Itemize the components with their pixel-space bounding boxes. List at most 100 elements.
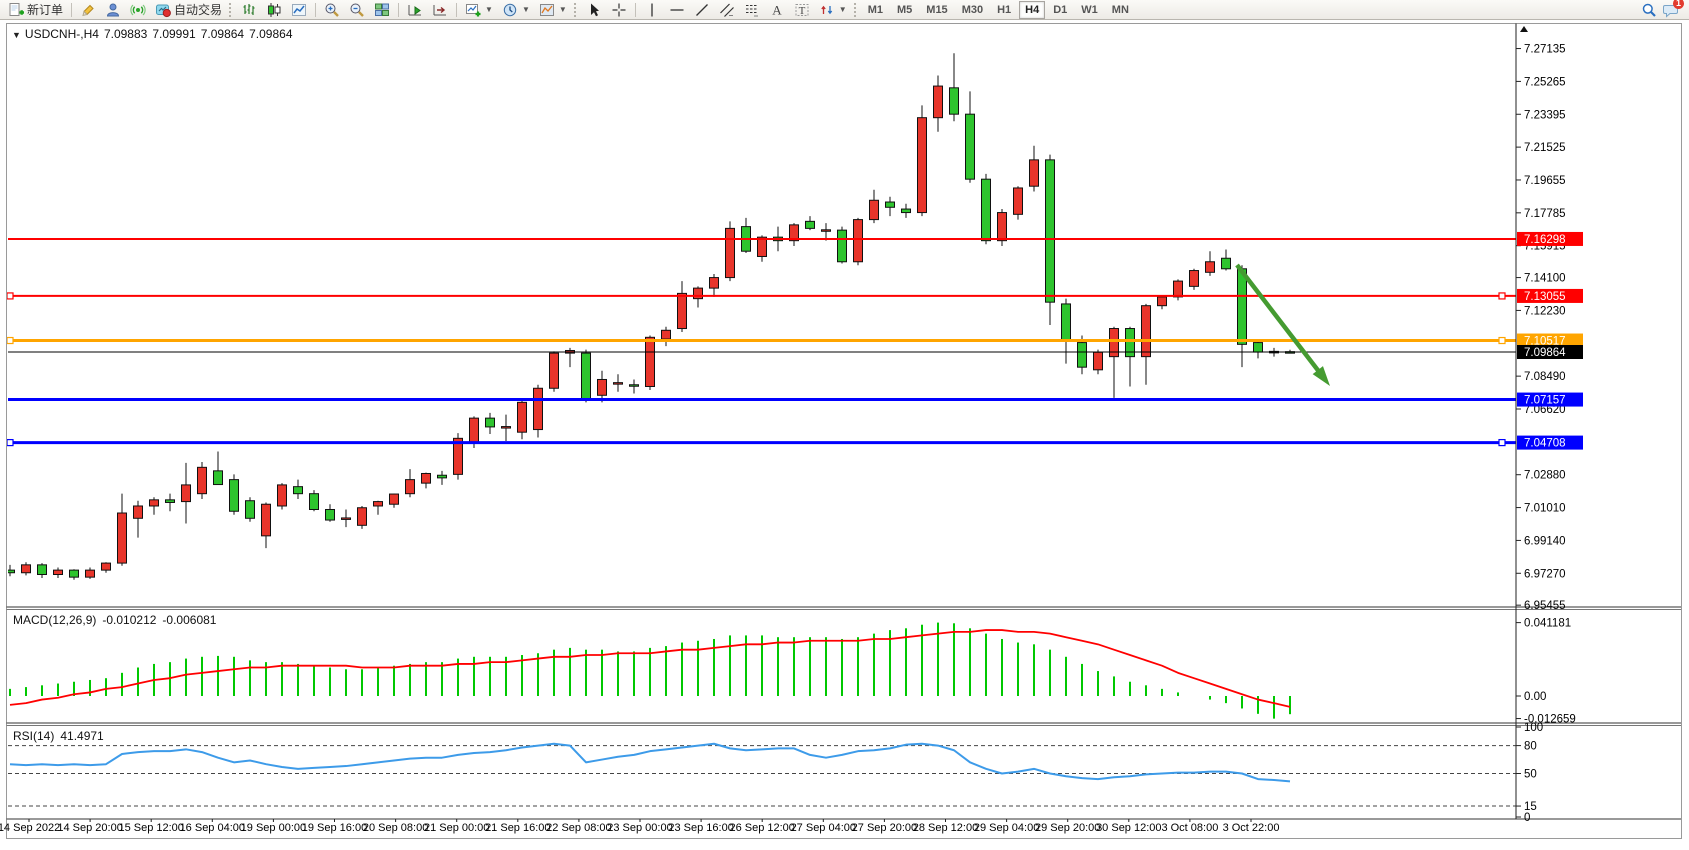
timeframe-button-mn[interactable]: MN <box>1111 3 1129 16</box>
candle-bullish <box>693 287 703 300</box>
candle-bearish <box>629 384 639 387</box>
scale-label: 7.14100 <box>1524 273 1566 285</box>
timeframe-button-m1[interactable]: M1 <box>867 3 883 16</box>
timeframe-button-h4[interactable]: H4 <box>1019 0 1046 19</box>
timeframe-button-m15[interactable]: M15 <box>926 3 948 16</box>
equidistant-channel-button[interactable] <box>715 0 739 20</box>
zoom-out-button[interactable] <box>345 0 369 20</box>
fibonacci-icon <box>745 4 758 16</box>
toolbar-separator <box>315 2 317 17</box>
signals-button[interactable] <box>126 0 150 20</box>
candle-bearish <box>485 417 495 428</box>
periods-button[interactable]: ▼ <box>498 0 534 20</box>
scale-label: 7.17785 <box>1524 208 1566 220</box>
timeframe-button-m30[interactable]: M30 <box>961 3 984 16</box>
pivot-line-handle[interactable] <box>6 336 14 345</box>
notifications-button[interactable]: 1 <box>1663 0 1684 18</box>
bar-chart-button[interactable] <box>237 0 261 20</box>
auto-scroll-button[interactable] <box>403 0 427 20</box>
dropdown-caret-icon: ▼ <box>838 5 847 14</box>
scale-label: 7.21525 <box>1524 142 1566 154</box>
bar-chart-icon <box>243 3 255 15</box>
candle-bullish <box>709 277 719 289</box>
price-scale[interactable]: 7.27135 7.25265 7.23395 7.21525 7.19655 7.177… <box>1516 44 1583 824</box>
arrows-button[interactable]: ▼ <box>815 0 851 20</box>
styler-button[interactable] <box>76 0 100 20</box>
collapse-arrow-icon[interactable]: ▼ <box>12 30 21 40</box>
candles <box>8 53 1295 580</box>
rsi-value: 41.4971 <box>60 729 104 743</box>
date-label: 27 Sep 04:00 <box>791 822 856 834</box>
support-line-2-handle[interactable] <box>1498 438 1506 447</box>
text-button[interactable]: A <box>765 0 789 20</box>
price-flag-label: 7.16298 <box>1524 234 1566 246</box>
candle-bullish <box>597 378 607 396</box>
resistance-line-2-handle[interactable] <box>6 292 14 300</box>
trendline-button[interactable] <box>690 0 714 20</box>
chart-window[interactable]: 7.27135 7.25265 7.23395 7.21525 7.19655 7.177… <box>0 20 1689 850</box>
ohlc-open: 7.09883 <box>103 27 148 41</box>
candle-bullish <box>933 85 943 119</box>
scale-label: 6.97270 <box>1524 568 1566 580</box>
cursor-button[interactable] <box>582 0 606 20</box>
candlestick-chart-button[interactable] <box>262 0 286 20</box>
notification-badge: 1 <box>1673 0 1684 9</box>
timeframe-button-w1[interactable]: W1 <box>1081 3 1098 16</box>
trend-arrow[interactable] <box>1235 263 1330 386</box>
timeframe-button-h1[interactable]: H1 <box>997 3 1012 16</box>
new-chart-icon <box>466 3 481 16</box>
candle-bullish <box>389 493 399 505</box>
candle-bearish <box>1077 342 1087 368</box>
search-icon[interactable] <box>1641 2 1657 18</box>
new-chart-button[interactable]: ▼ <box>461 0 497 20</box>
macd-histogram <box>9 622 1291 719</box>
support-line-2-handle[interactable] <box>6 438 14 447</box>
scale-label: 7.19655 <box>1524 175 1566 187</box>
svg-text:A: A <box>772 2 782 17</box>
candle-bullish <box>133 505 143 519</box>
timeframe-button-d1[interactable]: D1 <box>1053 3 1068 16</box>
candle-bullish <box>357 507 367 526</box>
chart-canvas[interactable]: 7.27135 7.25265 7.23395 7.21525 7.19655 7.177… <box>0 20 1689 850</box>
resistance-line-2-handle[interactable] <box>1498 292 1506 300</box>
candlestick-chart-icon <box>268 2 281 17</box>
horizontal-line-button[interactable] <box>665 0 689 20</box>
candle-bullish <box>789 224 799 242</box>
expert-advisors-button[interactable] <box>101 0 125 20</box>
timeframe-button-m5[interactable]: M5 <box>897 3 913 16</box>
candle-bearish <box>1221 257 1231 270</box>
template-icon <box>539 3 554 16</box>
symbol-period-label: USDCNH-,H4 <box>24 27 99 41</box>
line-chart-button[interactable] <box>287 0 311 20</box>
highlighter-icon <box>82 4 94 16</box>
chart-shift-button[interactable] <box>428 0 452 20</box>
price-flag-label: 7.13055 <box>1524 291 1566 303</box>
candle-bullish <box>373 501 383 507</box>
scale-label: 80 <box>1524 741 1537 753</box>
vertical-line-button[interactable] <box>640 0 664 20</box>
text-label-button[interactable]: T <box>790 0 814 20</box>
candle-bearish <box>213 470 223 486</box>
autotrading-button[interactable]: 自动交易 <box>151 0 226 20</box>
pivot-line-handle[interactable] <box>1498 336 1506 345</box>
crosshair-button[interactable] <box>607 0 631 20</box>
scale-label: 7.06620 <box>1524 404 1566 416</box>
fibonacci-button[interactable] <box>740 0 764 20</box>
date-label: 14 Sep 20:00 <box>57 822 122 834</box>
candle-bullish <box>1013 187 1023 215</box>
scale-label: 7.23395 <box>1524 109 1566 121</box>
candle-bullish <box>1173 280 1183 298</box>
templates-button[interactable]: ▼ <box>535 0 571 20</box>
tile-windows-button[interactable] <box>370 0 394 20</box>
panel-borders <box>6 23 1682 839</box>
candle-bearish <box>1237 268 1247 345</box>
date-label: 14 Sep 2022 <box>0 822 60 834</box>
price-flag <box>1517 333 1583 348</box>
candle-bearish <box>1125 328 1135 358</box>
scale-label: 15 <box>1524 801 1537 813</box>
macd-main-value: -0.010212 <box>102 613 157 627</box>
candle-bearish <box>981 178 991 242</box>
new-order-button[interactable]: 新订单 <box>4 0 67 20</box>
zoom-in-button[interactable] <box>320 0 344 20</box>
